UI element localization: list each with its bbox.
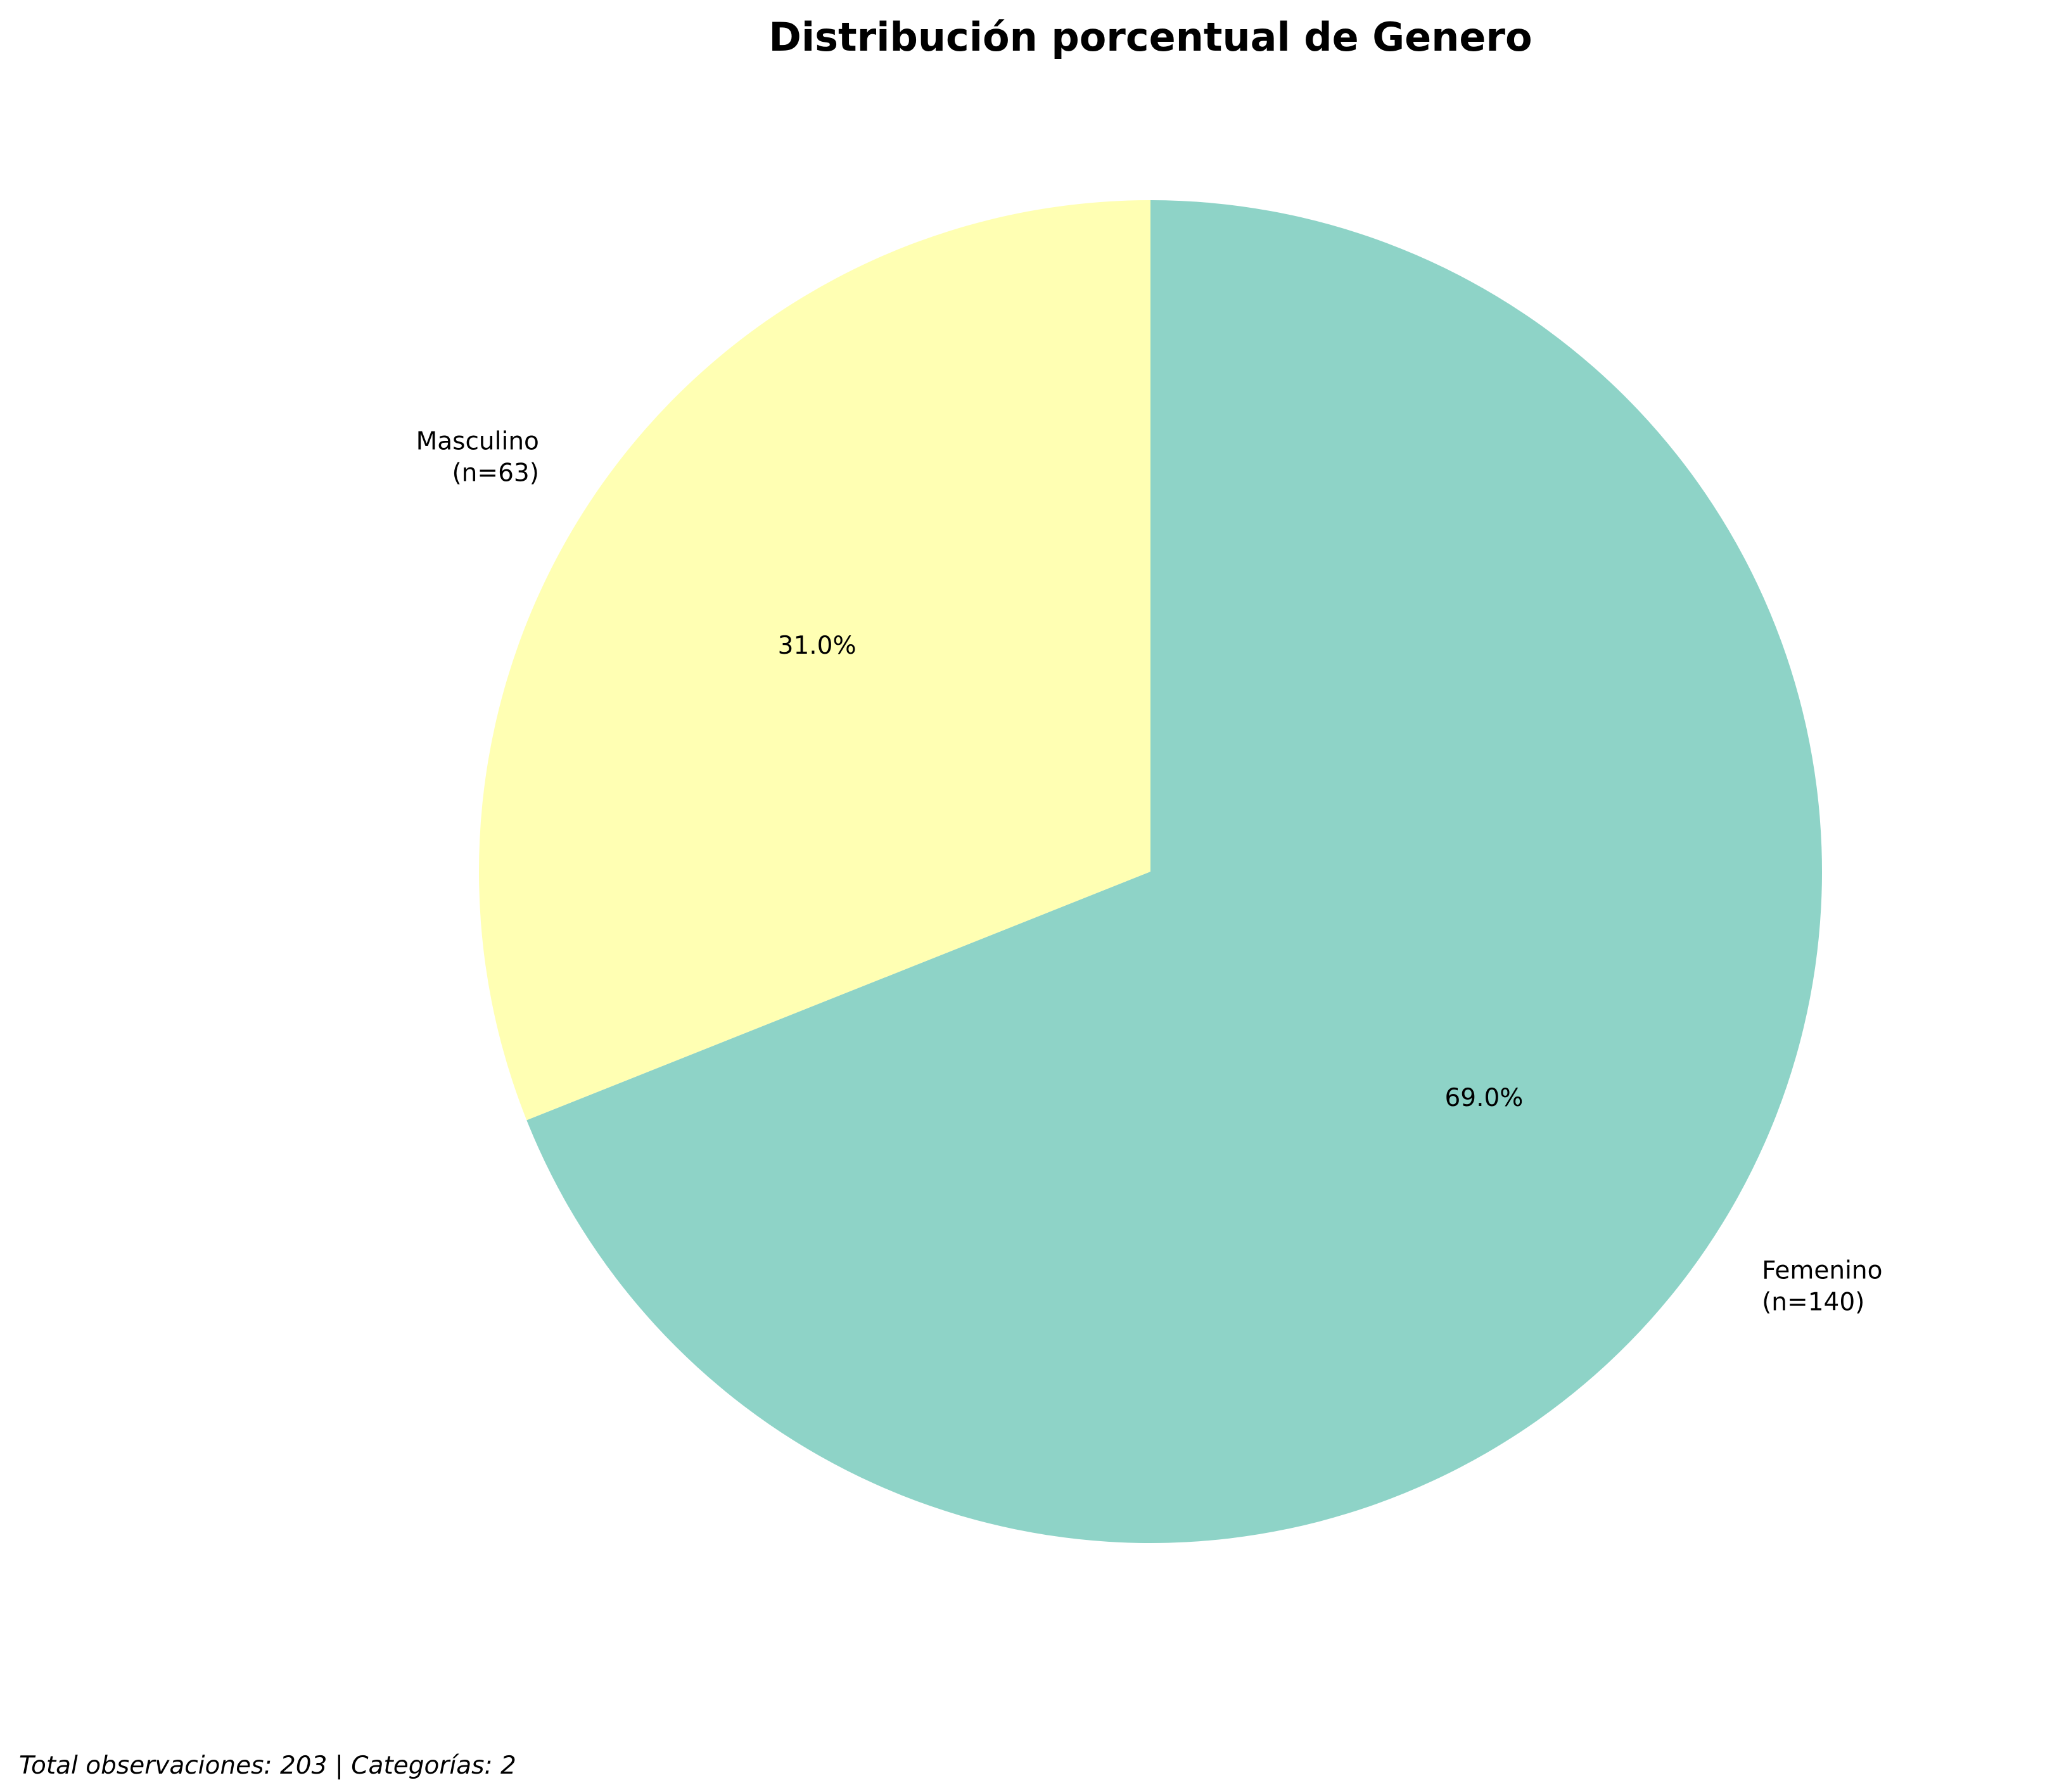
pie-slice-femenino: [526, 200, 1823, 1544]
pie-slices: [478, 200, 1823, 1544]
slice-label-femenino: Femenino (n=140): [1762, 1256, 1882, 1316]
footer-note: Total observaciones: 203 | Categorías: 2: [19, 1751, 516, 1780]
pie-labels: 69.0% Femenino (n=140) 31.0% Masculino (n=63): [416, 428, 1883, 1317]
pct-label-femenino: 69.0%: [1444, 1084, 1523, 1112]
pct-label-masculino: 31.0%: [778, 632, 857, 660]
pie-slice-masculino: [478, 200, 1150, 1121]
chart-title: Distribución porcentual de Genero: [768, 14, 1532, 60]
slice-label-masculino: Masculino (n=63): [416, 428, 539, 488]
